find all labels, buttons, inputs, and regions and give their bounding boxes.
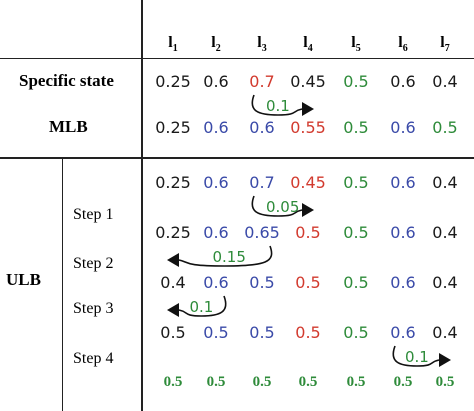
horizontal-rule-header: [0, 58, 474, 59]
cell-ulb-final-l6: 0.5: [393, 374, 413, 390]
transfer-arrowhead-5: [439, 353, 451, 367]
column-header-base: l: [303, 34, 308, 51]
cell-ulb-2-l2: 0.6: [203, 223, 229, 242]
cell-ulb-3-l5: 0.5: [343, 273, 369, 292]
cell-ulb-3-l4: 0.5: [295, 273, 321, 292]
cell-ulb-4-l2: 0.5: [203, 323, 229, 342]
cell-ulb-final-l3: 0.5: [252, 374, 272, 390]
transfer-label-1: 0.1: [266, 97, 290, 115]
cell-ulb-1-l2: 0.6: [203, 173, 229, 192]
cell-specific-state-l6: 0.6: [390, 72, 416, 91]
column-header-subscript: 7: [444, 43, 450, 55]
cell-ulb-1-l7: 0.4: [432, 173, 458, 192]
column-header-1: l1: [158, 34, 188, 54]
cell-specific-state-l3: 0.7: [249, 72, 275, 91]
cell-ulb-2-l4: 0.5: [295, 223, 321, 242]
vertical-rule-steps: [62, 158, 63, 411]
column-header-subscript: 6: [402, 43, 408, 55]
transfer-label-3: 0.15: [212, 248, 246, 266]
cell-specific-state-l2: 0.6: [203, 72, 229, 91]
transfer-label-5: 0.1: [405, 348, 429, 366]
column-header-base: l: [168, 34, 173, 51]
cell-ulb-1-l5: 0.5: [343, 173, 369, 192]
cell-ulb-3-l2: 0.6: [203, 273, 229, 292]
cell-ulb-final-l5: 0.5: [346, 374, 366, 390]
column-header-6: l6: [388, 34, 418, 54]
column-header-4: l4: [293, 34, 323, 54]
cell-ulb-4-l7: 0.4: [432, 323, 458, 342]
row-label-ulb: ULB: [6, 270, 41, 289]
transfer-arrow-2: [251, 195, 303, 217]
cell-ulb-final-l2: 0.5: [206, 374, 226, 390]
cell-ulb-2-l7: 0.4: [432, 223, 458, 242]
transfer-arrow-1: [251, 94, 303, 116]
cell-ulb-4-l5: 0.5: [343, 323, 369, 342]
cell-ulb-final-l7: 0.5: [435, 374, 455, 390]
column-header-base: l: [440, 34, 445, 51]
column-header-base: l: [398, 34, 403, 51]
cell-ulb-3-l1: 0.4: [160, 273, 186, 292]
step-label-3: Step 3: [73, 300, 114, 317]
step-label-2: Step 2: [73, 255, 114, 272]
horizontal-rule-ulb: [0, 157, 474, 159]
column-header-base: l: [211, 34, 216, 51]
column-header-7: l7: [430, 34, 460, 54]
transfer-arrowhead-1: [302, 102, 314, 116]
cell-ulb-2-l3: 0.65: [244, 223, 280, 242]
row-label-mlb: MLB: [49, 117, 88, 136]
column-header-subscript: 2: [215, 43, 221, 55]
cell-ulb-1-l4: 0.45: [290, 173, 326, 192]
transfer-label-4: 0.1: [189, 298, 214, 316]
cell-ulb-3-l3: 0.5: [249, 273, 275, 292]
step-label-4: Step 4: [73, 350, 114, 367]
cell-specific-state-l4: 0.45: [290, 72, 326, 91]
cell-specific-state-l5: 0.5: [343, 72, 369, 91]
cell-ulb-4-l1: 0.5: [160, 323, 186, 342]
cell-ulb-4-l6: 0.6: [390, 323, 416, 342]
column-header-subscript: 5: [355, 43, 361, 55]
column-header-base: l: [351, 34, 356, 51]
column-header-5: l5: [341, 34, 371, 54]
cell-mlb-l4: 0.55: [290, 118, 326, 137]
cell-ulb-2-l1: 0.25: [155, 223, 191, 242]
column-header-base: l: [257, 34, 262, 51]
transfer-arrow-5: [392, 345, 440, 367]
transfer-arrowhead-2: [302, 203, 314, 217]
cell-ulb-final-l4: 0.5: [298, 374, 318, 390]
cell-ulb-3-l6: 0.6: [390, 273, 416, 292]
cell-mlb-l6: 0.6: [390, 118, 416, 137]
step-label-1: Step 1: [73, 206, 114, 223]
column-header-subscript: 1: [172, 43, 178, 55]
cell-mlb-l1: 0.25: [155, 118, 191, 137]
cell-ulb-4-l4: 0.5: [295, 323, 321, 342]
column-header-subscript: 3: [261, 43, 267, 55]
column-header-2: l2: [201, 34, 231, 54]
column-header-subscript: 4: [307, 43, 313, 55]
vertical-rule-main: [141, 0, 143, 411]
transfer-arrowhead-4: [167, 303, 179, 317]
cell-ulb-1-l6: 0.6: [390, 173, 416, 192]
column-header-3: l3: [247, 34, 277, 54]
cell-ulb-1-l3: 0.7: [249, 173, 275, 192]
transfer-label-2: 0.05: [266, 198, 300, 216]
cell-mlb-l2: 0.6: [203, 118, 229, 137]
cell-ulb-4-l3: 0.5: [249, 323, 275, 342]
cell-ulb-final-l1: 0.5: [163, 374, 183, 390]
cell-mlb-l7: 0.5: [432, 118, 458, 137]
cell-ulb-3-l7: 0.4: [432, 273, 458, 292]
cell-ulb-1-l1: 0.25: [155, 173, 191, 192]
transfer-arrowhead-3: [167, 253, 179, 267]
cell-ulb-2-l6: 0.6: [390, 223, 416, 242]
cell-specific-state-l7: 0.4: [432, 72, 458, 91]
cell-mlb-l5: 0.5: [343, 118, 369, 137]
row-label-specific-state: Specific state: [19, 71, 114, 90]
transfer-arrow-4: [178, 295, 227, 317]
transfer-arrow-3: [178, 245, 273, 267]
cell-ulb-2-l5: 0.5: [343, 223, 369, 242]
cell-mlb-l3: 0.6: [249, 118, 275, 137]
cell-specific-state-l1: 0.25: [155, 72, 191, 91]
